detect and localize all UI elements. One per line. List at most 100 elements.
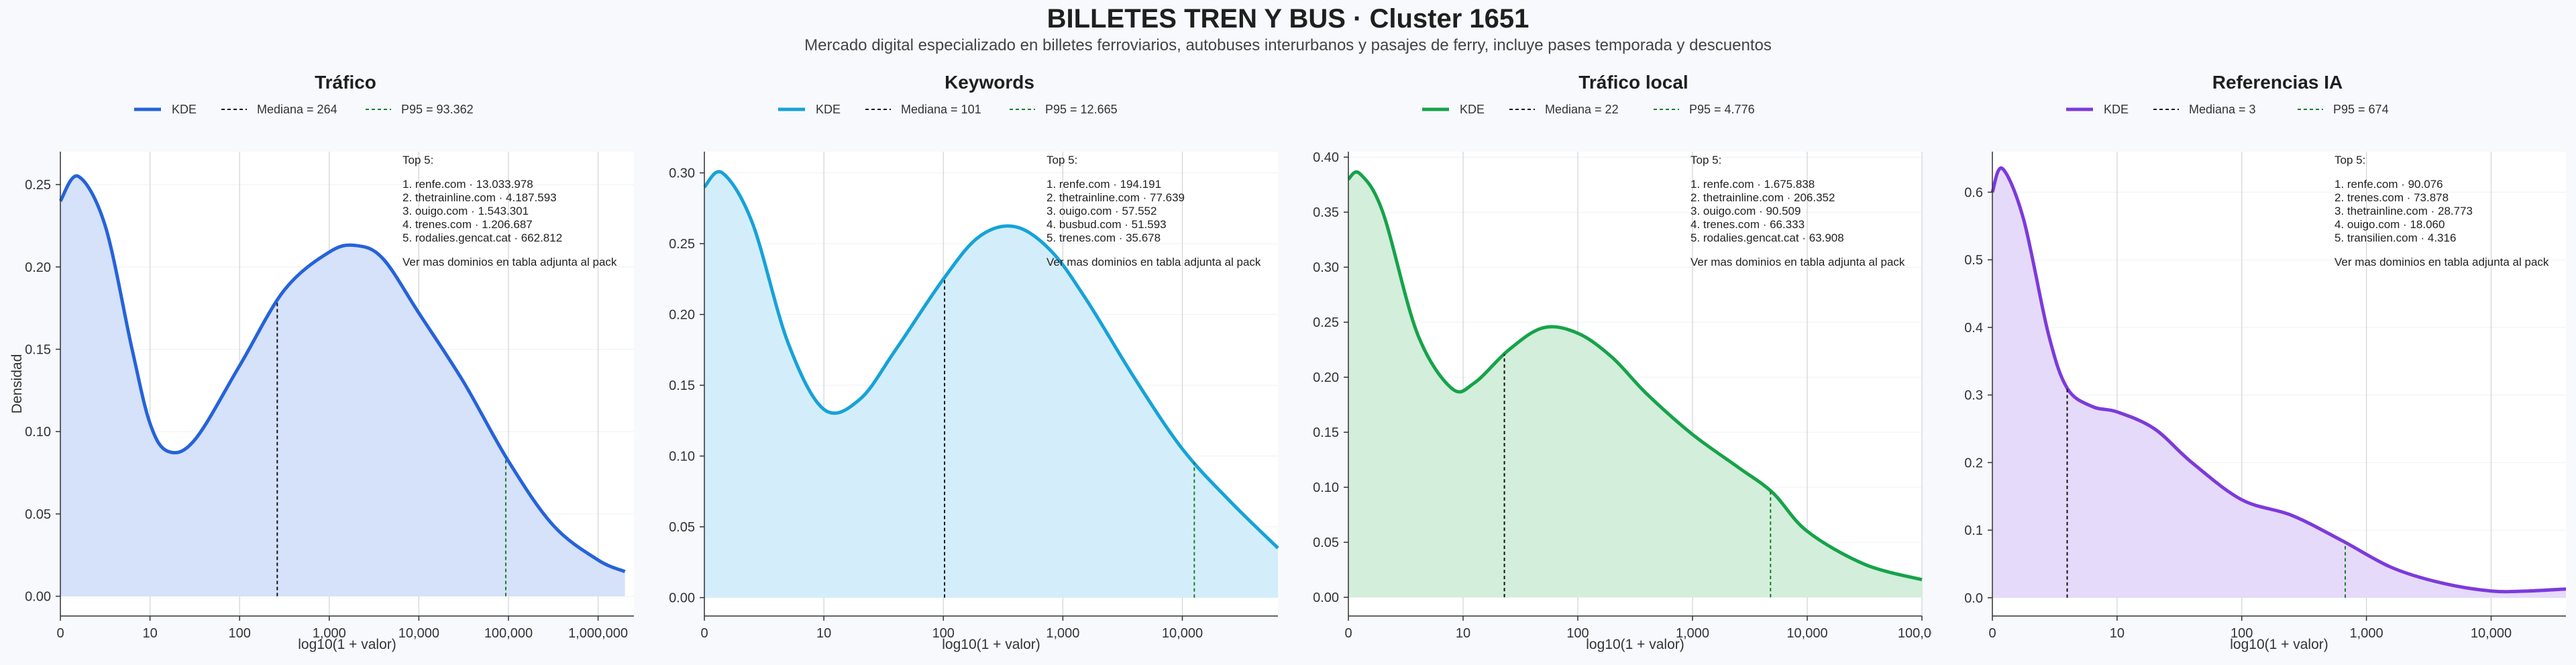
y-tick-label: 0.20	[669, 308, 695, 323]
top5-note: Ver mas dominios en tabla adjunta al pac…	[1690, 256, 1905, 268]
y-tick-label: 0.10	[1313, 480, 1339, 495]
density-area	[1348, 172, 1922, 598]
x-tick-label: 0	[1988, 626, 1996, 641]
x-tick-label: 100,000	[1898, 626, 1932, 641]
panel-title: Tráfico local	[1578, 72, 1688, 93]
x-tick-label: 10	[2110, 626, 2125, 641]
legend-p95-label: P95 = 12.665	[1045, 103, 1118, 116]
panel-title: Keywords	[945, 72, 1034, 93]
top5-item: 5. rodalies.gencat.cat · 63.908	[1690, 232, 1844, 244]
top5-item: 4. ouigo.com · 18.060	[2334, 218, 2445, 231]
kde-line	[58, 174, 626, 574]
top5-item: 4. trenes.com · 1.206.687	[402, 218, 533, 231]
x-tick-label: 100,000	[484, 626, 533, 641]
chart-panel: 0 10 100 1,000 10,000 100,000 1,000,000 0.00 0.0…	[0, 0, 644, 662]
x-tick-label: 0	[1344, 626, 1352, 641]
y-tick-label: 0.1	[1964, 523, 1983, 538]
y-tick-label: 0.05	[25, 507, 51, 522]
y-tick-label: 0.4	[1964, 321, 1983, 336]
y-tick-label: 0.40	[1313, 150, 1339, 165]
chart-panel: 0 10 100 1,000 10,000 0.00 0.05 0.10 0.15 0.20 0.2…	[644, 0, 1288, 662]
y-tick-label: 0.15	[1313, 425, 1339, 440]
y-tick-label: 0.05	[1313, 535, 1339, 550]
x-axis-label: log10(1 + valor)	[2230, 637, 2328, 652]
top5-item: 5. trenes.com · 35.678	[1046, 232, 1161, 244]
y-tick-label: 0.6	[1964, 185, 1983, 200]
y-tick-label: 0.15	[25, 342, 51, 357]
y-tick-label: 0.25	[669, 237, 695, 252]
y-tick-label: 0.10	[25, 425, 51, 440]
legend-p95-label: P95 = 4.776	[1689, 103, 1755, 116]
top5-item: 2. thetrainline.com · 77.639	[1046, 191, 1185, 204]
top5-item: 3. ouigo.com · 1.543.301	[402, 205, 529, 217]
x-tick-label: 10	[816, 626, 831, 641]
x-tick-label: 10,000	[1162, 626, 1203, 641]
y-tick-label: 0.20	[1313, 370, 1339, 385]
chart-svg: 0 10 100 1,000 10,000 0.0 0.1 0.2 0.3 0.4 0.5 0.6 lo…	[1964, 72, 2567, 652]
y-tick-label: 0.0	[1964, 591, 1983, 606]
x-tick-label: 10,000	[398, 626, 439, 641]
legend-median-label: Mediana = 101	[901, 103, 981, 116]
x-tick-label: 100	[1566, 626, 1589, 641]
legend-p95-label: P95 = 93.362	[401, 103, 474, 116]
kde-line	[703, 170, 1279, 550]
x-tick-label: 1,000	[1046, 626, 1079, 641]
x-axis-label: log10(1 + valor)	[1586, 637, 1684, 652]
top5-item: 1. renfe.com · 13.033.978	[402, 178, 533, 191]
x-tick-label: 0	[56, 626, 64, 641]
legend-median-label: Mediana = 3	[2189, 103, 2256, 116]
top5-note: Ver mas dominios en tabla adjunta al pac…	[2334, 256, 2549, 268]
x-tick-label: 1,000,000	[568, 626, 628, 641]
kde-line	[1347, 170, 1923, 582]
top5-item: 1. renfe.com · 90.076	[2334, 178, 2443, 191]
top5-item: 5. transilien.com · 4.316	[2334, 232, 2456, 244]
page-subtitle: Mercado digital especializado en billete…	[804, 36, 1772, 54]
y-tick-label: 0.00	[25, 590, 51, 605]
legend-median-label: Mediana = 264	[257, 103, 337, 116]
top5-item: 3. thetrainline.com · 28.773	[2334, 205, 2473, 217]
y-tick-label: 0.35	[1313, 205, 1339, 220]
legend-kde-label: KDE	[816, 103, 841, 116]
y-tick-label: 0.2	[1964, 456, 1983, 470]
top5-item: 2. thetrainline.com · 4.187.593	[402, 191, 557, 204]
y-tick-label: 0.10	[669, 450, 695, 464]
x-tick-label: 10,000	[2471, 626, 2512, 641]
top5-item: 4. trenes.com · 66.333	[1690, 218, 1805, 231]
panel-title: Referencias IA	[2212, 72, 2343, 93]
y-tick-label: 0.15	[669, 378, 695, 393]
top5-title: Top 5:	[1046, 154, 1077, 166]
y-tick-label: 0.00	[669, 591, 695, 606]
x-tick-label: 100	[229, 626, 251, 641]
x-tick-label: 10	[1456, 626, 1470, 641]
x-tick-label: 100	[932, 626, 955, 641]
density-area	[60, 176, 625, 597]
y-tick-label: 0.30	[669, 166, 695, 181]
density-area	[1992, 168, 2566, 598]
legend-median-label: Mediana = 22	[1545, 103, 1619, 116]
top5-item: 1. renfe.com · 194.191	[1046, 178, 1161, 191]
top5-note: Ver mas dominios en tabla adjunta al pac…	[402, 256, 617, 268]
y-tick-label: 0.3	[1964, 389, 1983, 403]
top5-title: Top 5:	[2334, 154, 2365, 166]
y-tick-label: 0.25	[1313, 315, 1339, 330]
chart-svg: 0 10 100 1,000 10,000 100,000 1,000,000 0.00 0.0…	[9, 72, 634, 652]
top5-item: 4. busbud.com · 51.593	[1046, 218, 1167, 231]
legend-kde-label: KDE	[1460, 103, 1485, 116]
kde-line	[1990, 166, 2567, 594]
legend-p95-label: P95 = 674	[2333, 103, 2389, 116]
top5-item: 1. renfe.com · 1.675.838	[1690, 178, 1815, 191]
x-axis-label: log10(1 + valor)	[298, 637, 396, 652]
top5-title: Top 5:	[1690, 154, 1721, 166]
x-tick-label: 10	[142, 626, 157, 641]
top5-item: 3. ouigo.com · 57.552	[1046, 205, 1157, 217]
top5-title: Top 5:	[402, 154, 433, 166]
y-tick-label: 0.00	[1313, 591, 1339, 605]
y-tick-label: 0.5	[1964, 253, 1983, 268]
chart-svg: 0 10 100 1,000 10,000 100,000 0.00 0.05 0.10 0.15…	[1313, 72, 1946, 652]
chart-panel: 0 10 100 1,000 10,000 100,000 0.00 0.05 0.10 0.15…	[1288, 0, 1946, 662]
chart-svg: 0 10 100 1,000 10,000 0.00 0.05 0.10 0.15 0.20 0.2…	[669, 72, 1279, 652]
panel-title: Tráfico	[315, 72, 376, 93]
y-axis-label: Densidad	[9, 354, 25, 414]
x-tick-label: 1,000	[313, 626, 346, 641]
y-tick-label: 0.25	[25, 178, 51, 193]
